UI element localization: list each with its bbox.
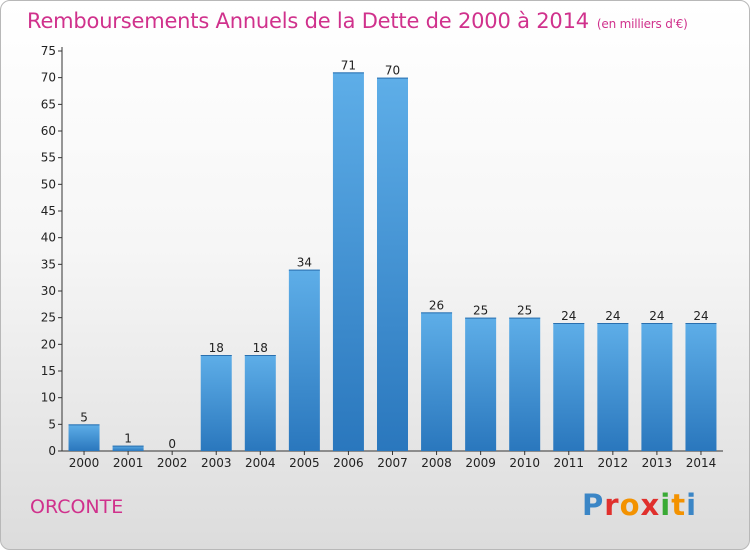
data-label: 24 — [693, 309, 708, 323]
y-tick-label: 35 — [41, 257, 56, 271]
y-tick-label: 55 — [41, 151, 56, 165]
y-tick-label: 25 — [41, 311, 56, 325]
bar — [332, 72, 364, 451]
commune-name: ORCONTE — [30, 496, 124, 518]
y-tick-label: 15 — [41, 364, 56, 378]
x-tick-label: 2011 — [553, 456, 584, 470]
y-tick-label: 70 — [41, 71, 56, 85]
logo-letter: r — [604, 488, 620, 522]
bar — [421, 312, 453, 451]
logo-letter: i — [660, 488, 672, 522]
x-tick-label: 2002 — [157, 456, 188, 470]
logo-letter: t — [671, 488, 687, 522]
y-tick-label: 10 — [41, 391, 56, 405]
data-label: 71 — [341, 58, 356, 72]
logo-letter: P — [582, 488, 605, 522]
bar — [509, 317, 541, 451]
data-label: 24 — [561, 309, 576, 323]
x-tick-label: 2008 — [421, 456, 452, 470]
x-tick-label: 2007 — [377, 456, 408, 470]
x-tick-label: 2014 — [686, 456, 717, 470]
y-tick-label: 0 — [48, 444, 56, 458]
bar — [377, 77, 408, 452]
y-tick-label: 45 — [41, 204, 56, 218]
chart-title-text: Remboursements Annuels de la Dette de 20… — [27, 9, 589, 33]
logo-letter: i — [686, 488, 698, 522]
x-tick-label: 2010 — [509, 456, 540, 470]
chart-unit: (en milliers d'€) — [596, 17, 688, 31]
data-label: 18 — [253, 341, 268, 355]
data-label: 34 — [297, 256, 312, 270]
bar — [553, 323, 585, 451]
data-label: 25 — [517, 304, 532, 318]
data-label: 18 — [209, 341, 224, 355]
x-tick-label: 2013 — [642, 456, 673, 470]
data-label: 1 — [124, 432, 132, 446]
y-tick-label: 30 — [41, 284, 56, 298]
logo-letter: o — [619, 488, 641, 522]
data-label: 25 — [473, 304, 488, 318]
y-tick-label: 20 — [41, 337, 56, 351]
x-tick-label: 2000 — [69, 456, 100, 470]
bar — [685, 323, 717, 451]
bar — [244, 355, 276, 451]
x-tick-label: 2004 — [245, 456, 276, 470]
bar — [200, 355, 232, 451]
data-label: 26 — [429, 298, 444, 312]
bar — [641, 323, 673, 451]
y-tick-label: 65 — [41, 97, 56, 111]
data-label: 70 — [385, 64, 400, 78]
x-tick-label: 2012 — [598, 456, 629, 470]
x-tick-label: 2009 — [465, 456, 496, 470]
chart-title: Remboursements Annuels de la Dette de 20… — [27, 9, 688, 33]
y-tick-label: 40 — [41, 231, 56, 245]
bar — [465, 317, 497, 451]
y-tick-label: 75 — [41, 44, 56, 58]
data-label: 5 — [80, 410, 88, 424]
proxiti-logo: Proxiti — [582, 488, 697, 522]
x-tick-label: 2006 — [333, 456, 364, 470]
data-label: 24 — [605, 309, 620, 323]
y-tick-label: 5 — [48, 417, 56, 431]
logo-letter: x — [640, 488, 661, 522]
data-label: 0 — [168, 437, 176, 451]
data-label: 24 — [649, 309, 664, 323]
x-tick-label: 2003 — [201, 456, 232, 470]
bar — [288, 269, 320, 451]
x-tick-label: 2005 — [289, 456, 320, 470]
x-tick-label: 2001 — [113, 456, 144, 470]
bar — [68, 424, 100, 451]
bar — [112, 445, 144, 451]
y-tick-label: 60 — [41, 124, 56, 138]
bar — [597, 323, 629, 451]
y-tick-label: 50 — [41, 177, 56, 191]
